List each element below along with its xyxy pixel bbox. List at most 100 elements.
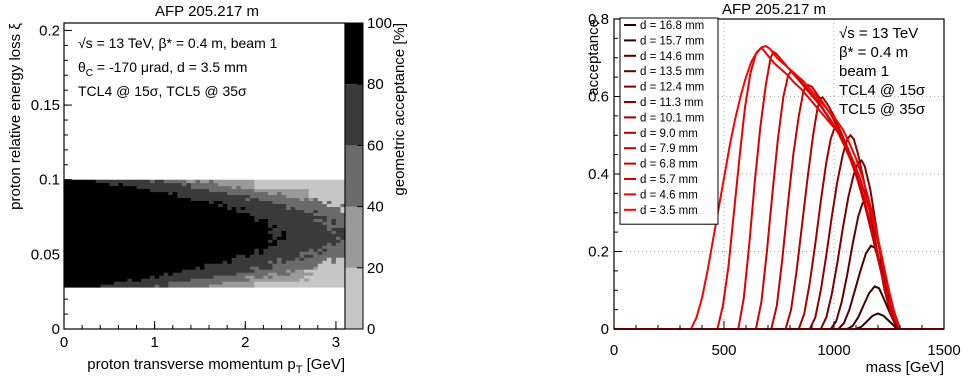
heatmap-cell: [145, 230, 151, 234]
heatmap-cell: [222, 278, 228, 282]
heatmap-cell: [100, 275, 106, 279]
heatmap-cell: [313, 224, 319, 228]
heatmap-cell: [186, 197, 192, 202]
heatmap-cell: [118, 209, 124, 213]
heatmap-cell: [258, 194, 264, 199]
heatmap-cell: [145, 272, 151, 276]
heatmap-cell: [286, 257, 292, 261]
heatmap-cell: [258, 248, 264, 252]
heatmap-cell: [335, 242, 341, 246]
heatmap-cell: [186, 263, 192, 267]
heatmap-cell: [313, 272, 319, 276]
heatmap-cell: [145, 278, 151, 282]
heatmap-cell: [326, 191, 332, 196]
heatmap-cell: [304, 254, 310, 258]
heatmap-cell: [245, 254, 251, 258]
heatmap-cell: [168, 218, 174, 222]
heatmap-cell: [154, 206, 160, 210]
line-panel: AFP 205.217 m 0 500 1000 150000.20.40.60.8 …: [585, 1, 961, 376]
heatmap-cell: [82, 197, 88, 202]
heatmap-cell: [131, 233, 137, 237]
heatmap-cell: [168, 236, 174, 240]
heatmap-cell: [218, 242, 224, 246]
heatmap-cell: [122, 275, 128, 279]
heatmap-cell: [236, 194, 242, 199]
heatmap-cell: [277, 269, 282, 273]
heatmap-cell: [100, 188, 106, 193]
heatmap-cell: [64, 182, 69, 187]
heatmap-cell: [267, 272, 273, 276]
heatmap-cell: [258, 281, 264, 285]
heatmap-cell: [209, 191, 214, 196]
heatmap-cell: [109, 194, 115, 199]
heatmap-cell: [177, 224, 183, 228]
heatmap-cell: [104, 218, 110, 222]
heatmap-cell: [68, 278, 74, 282]
heatmap-cell: [168, 248, 174, 252]
heatmap-cell: [222, 275, 228, 279]
heatmap-cell: [322, 284, 328, 288]
heatmap-cell: [249, 260, 255, 264]
heatmap-cell: [308, 215, 314, 219]
heatmap-cell: [308, 266, 314, 270]
heatmap-cell: [195, 248, 201, 252]
heatmap-cell: [190, 191, 196, 196]
heatmap-cell: [64, 188, 69, 193]
heatmap-cell: [286, 275, 292, 279]
heatmap-cell: [340, 188, 346, 193]
heatmap-cell: [326, 239, 332, 243]
heatmap-cell: [308, 227, 314, 231]
heatmap-cell: [73, 185, 78, 190]
heatmap-cell: [313, 275, 319, 279]
heatmap-cell: [181, 269, 187, 273]
heatmap-cell: [181, 251, 187, 255]
heatmap-cell: [213, 284, 219, 288]
heatmap-cell: [91, 200, 97, 205]
heatmap-cell: [113, 281, 119, 285]
heatmap-cell: [254, 245, 260, 249]
heatmap-cell: [304, 179, 310, 184]
heatmap-cell: [177, 218, 183, 222]
heatmap-cell: [326, 260, 332, 264]
heatmap-cell: [322, 230, 328, 234]
legend-label: d = 4.6 mm: [640, 189, 698, 201]
heatmap-cell: [77, 242, 83, 246]
heatmap-cell: [190, 230, 196, 234]
colorbar-frame: [344, 22, 364, 330]
heatmap-cell: [317, 224, 323, 228]
heatmap-cell: [100, 191, 106, 196]
legend-label: d = 9.0 mm: [640, 128, 698, 140]
heatmap-cell: [277, 266, 282, 270]
heatmap-cell: [286, 230, 292, 234]
heatmap-cell: [159, 212, 165, 216]
heatmap-cell: [177, 239, 183, 243]
heatmap-cell: [145, 215, 151, 219]
heatmap-cell: [186, 275, 192, 279]
heatmap-cell: [227, 215, 233, 219]
heatmap-cell: [127, 191, 133, 196]
heatmap-cell: [199, 236, 205, 240]
heatmap-cell: [136, 209, 142, 213]
heatmap-cell: [163, 275, 169, 279]
heatmap-cell: [163, 263, 169, 267]
heatmap-cell: [159, 242, 165, 246]
heatmap-cell: [258, 215, 264, 219]
heatmap-cell: [163, 245, 169, 249]
heatmap-cell: [195, 197, 201, 202]
heatmap-cell: [335, 278, 341, 282]
heatmap-cell: [131, 248, 137, 252]
heatmap-cell: [317, 188, 323, 193]
heatmap-cell: [209, 224, 214, 228]
heatmap-cell: [141, 182, 146, 187]
heatmap-cell: [331, 203, 337, 207]
heatmap-cell: [331, 179, 337, 184]
heatmap-cell: [73, 203, 78, 207]
heatmap-cell: [190, 242, 196, 246]
heatmap-cell: [95, 284, 101, 288]
heatmap-cell: [331, 284, 337, 288]
heatmap-cell: [254, 275, 260, 279]
heatmap-cell: [267, 221, 273, 225]
heatmap-cell: [136, 215, 142, 219]
heatmap-cell: [172, 278, 178, 282]
heatmap-cell: [267, 239, 273, 243]
